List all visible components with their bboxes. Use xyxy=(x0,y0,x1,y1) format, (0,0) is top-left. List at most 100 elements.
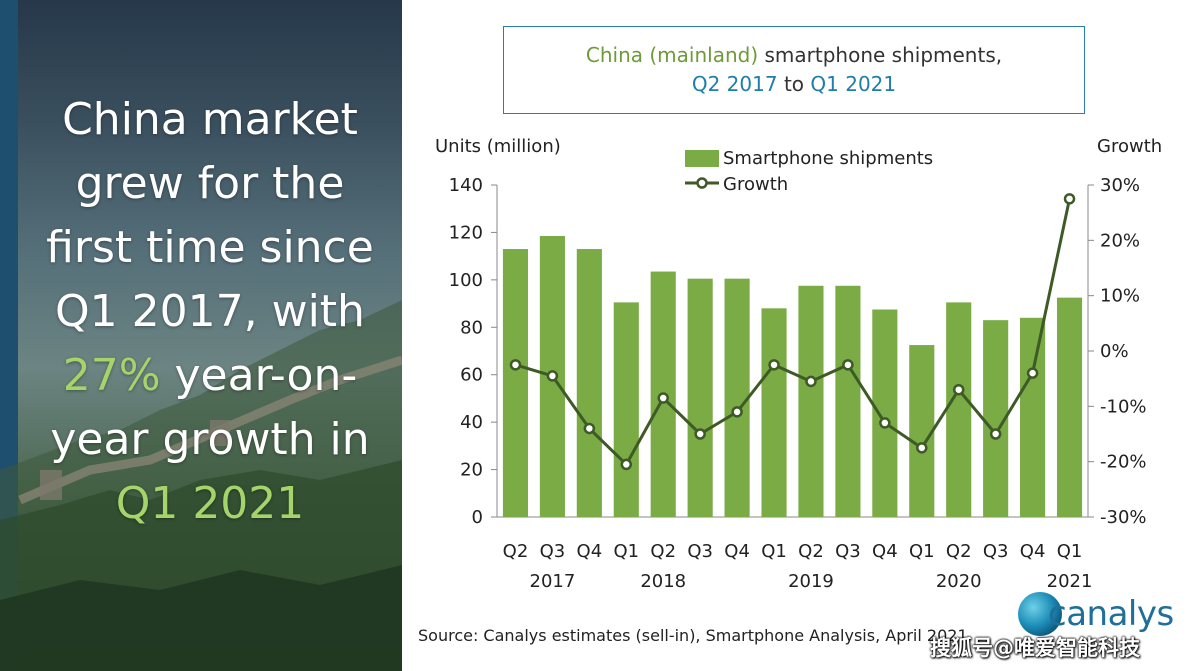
growth-line xyxy=(515,198,1071,467)
x-tick-label: Q3 xyxy=(835,541,861,562)
x-tick-label: Q2 xyxy=(946,541,972,562)
headline-text: year-on- xyxy=(160,350,358,401)
bar xyxy=(835,285,861,517)
x-year-label: 2018 xyxy=(640,571,686,592)
watermark: 搜狐号@唯爱智能科技 xyxy=(930,636,1140,660)
bar xyxy=(761,308,787,517)
bar xyxy=(576,249,602,517)
y-tick-label: 40 xyxy=(460,412,483,433)
y2-tick-label: 10% xyxy=(1100,286,1140,307)
bar xyxy=(724,278,750,517)
bar xyxy=(946,302,972,517)
bar xyxy=(502,249,529,517)
growth-point xyxy=(916,442,928,454)
x-year-label: 2020 xyxy=(936,571,982,592)
headline-line: 27% year-on- xyxy=(18,344,402,408)
shipments-chart: Units (million) Growth Smartphone shipme… xyxy=(435,136,1162,592)
bar xyxy=(613,302,639,517)
x-tick-label: Q4 xyxy=(724,541,750,562)
y2-tick-label: 20% xyxy=(1100,230,1140,251)
y-axis-label: Units (million) xyxy=(435,136,561,157)
headline-line: grew for the xyxy=(75,158,345,209)
headline-highlight: 27% xyxy=(62,350,161,401)
y-tick-label: 140 xyxy=(449,175,483,196)
y2-tick-label: 0% xyxy=(1100,341,1129,362)
globe-icon xyxy=(1018,592,1062,636)
legend-line-label: Growth xyxy=(723,174,788,195)
great-wall-illustration xyxy=(0,300,402,671)
headline: China market grew for the first time sin… xyxy=(18,88,402,536)
y2-tick-label: -20% xyxy=(1100,452,1147,473)
legend: Smartphone shipments Growth xyxy=(685,148,933,195)
x-tick-label: Q1 xyxy=(909,541,935,562)
logo-text: canalys xyxy=(1048,594,1174,634)
growth-point xyxy=(842,359,854,371)
x-year-label: 2017 xyxy=(530,571,576,592)
x-tick-label: Q4 xyxy=(577,541,603,562)
x-tick-label: Q4 xyxy=(872,541,898,562)
bar xyxy=(1020,317,1046,517)
source-note: Source: Canalys estimates (sell-in), Sma… xyxy=(418,626,968,645)
chart-title-line-1: China (mainland) smartphone shipments, xyxy=(504,41,1084,70)
growth-point xyxy=(879,417,891,429)
chart-title-box: China (mainland) smartphone shipments, Q… xyxy=(503,26,1085,114)
growth-point xyxy=(1063,193,1076,205)
growth-point xyxy=(989,428,1002,440)
growth-point xyxy=(657,392,669,404)
bar xyxy=(687,278,713,517)
x-tick-label: Q3 xyxy=(983,541,1009,562)
x-tick-label: Q2 xyxy=(650,541,676,562)
y-tick-label: 100 xyxy=(449,270,483,291)
headline-line: year growth in xyxy=(50,414,370,465)
title-region: China (mainland) xyxy=(585,43,759,67)
headline-line: China market xyxy=(62,94,358,145)
growth-point xyxy=(509,359,522,371)
y-tick-label: 80 xyxy=(460,317,483,338)
x-tick-label: Q3 xyxy=(687,541,713,562)
plot-area: 0 20 40 60 80 100 120 140 -30% -20% -10% 0% 10% 20% 30… xyxy=(449,175,1147,592)
bar xyxy=(798,285,824,517)
headline-highlight: Q1 2021 xyxy=(115,478,305,529)
growth-point xyxy=(583,422,596,435)
title-start-period: Q2 2017 xyxy=(691,72,778,96)
title-text: smartphone shipments, xyxy=(758,43,1003,67)
y-tick-label: 60 xyxy=(460,365,483,386)
x-tick-label: Q1 xyxy=(761,541,787,562)
panel-divider xyxy=(402,0,405,671)
legend-bar-swatch xyxy=(685,150,719,167)
bar xyxy=(1056,297,1083,517)
legend-line-marker xyxy=(696,177,708,189)
y2-tick-label: -30% xyxy=(1100,507,1147,528)
growth-point xyxy=(805,375,817,388)
y2-tick-label: -10% xyxy=(1100,396,1147,417)
hero-panel: China market grew for the first time sin… xyxy=(0,0,402,671)
growth-point xyxy=(620,458,633,471)
x-tick-label: Q3 xyxy=(540,541,566,562)
growth-point xyxy=(694,428,706,440)
headline-line: Q1 2017, with xyxy=(55,286,365,337)
x-tick-label: Q4 xyxy=(1020,541,1046,562)
x-tick-label: Q1 xyxy=(613,541,639,562)
x-tick-label: Q2 xyxy=(503,541,529,562)
bar xyxy=(872,309,898,517)
growth-point xyxy=(768,359,780,371)
canalys-logo: canalys xyxy=(1018,590,1178,650)
x-tick-label: Q2 xyxy=(798,541,824,562)
bar xyxy=(909,345,935,517)
x-tick-label: Q1 xyxy=(1057,541,1083,562)
growth-point xyxy=(1026,367,1039,379)
y2-tick-label: 30% xyxy=(1100,175,1140,196)
title-end-period: Q1 2021 xyxy=(810,72,897,96)
title-text: to xyxy=(777,72,811,96)
legend-bar-label: Smartphone shipments xyxy=(723,148,933,169)
x-year-label: 2019 xyxy=(788,571,834,592)
growth-point xyxy=(546,370,559,382)
growth-point xyxy=(731,406,743,418)
growth-point xyxy=(952,383,965,396)
y2-axis-label: Growth xyxy=(1097,136,1162,157)
y-tick-label: 20 xyxy=(460,460,483,481)
x-year-label: 2021 xyxy=(1047,571,1093,592)
y-tick-label: 0 xyxy=(472,507,483,528)
chart-title-line-2: Q2 2017 to Q1 2021 xyxy=(504,70,1084,99)
headline-line: first time since xyxy=(46,222,374,273)
